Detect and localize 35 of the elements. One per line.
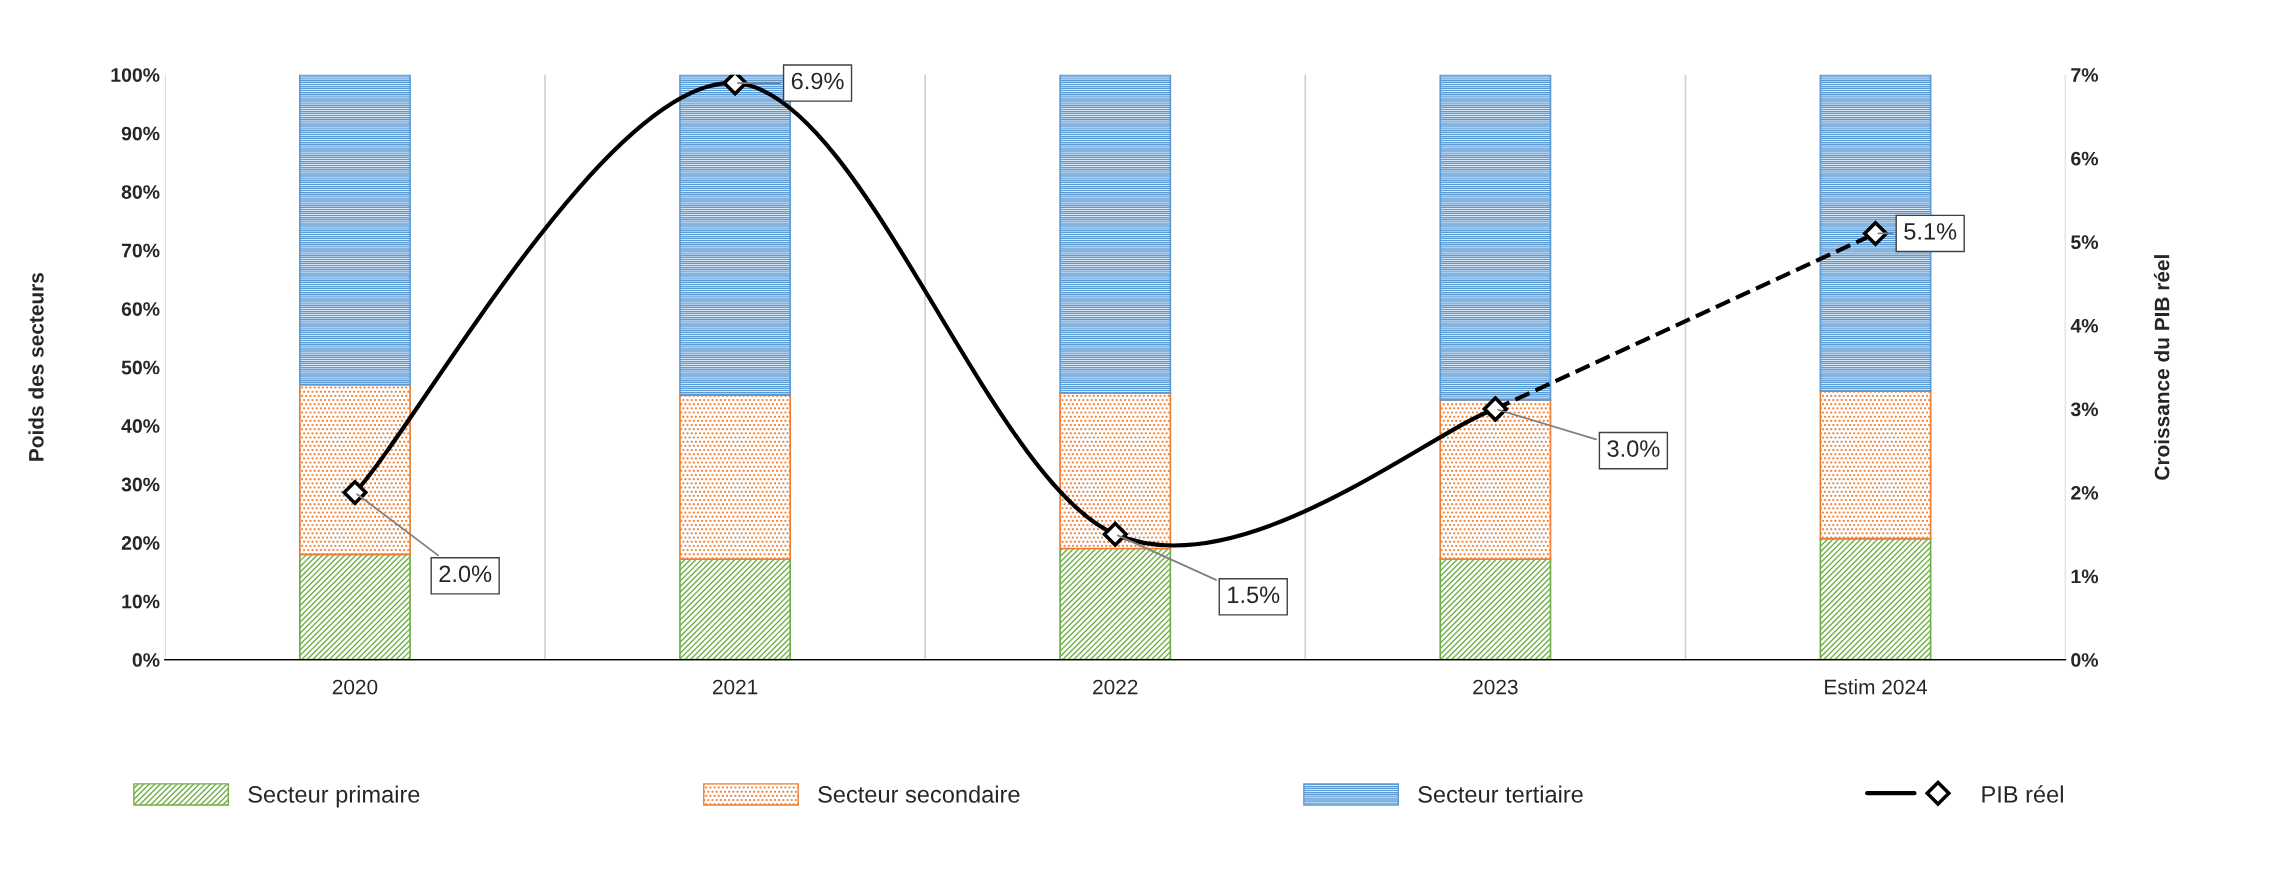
y-tick-label: 100%: [111, 68, 160, 82]
y2-tick-label: 2%: [2071, 485, 2099, 500]
y-tick-label: 70%: [121, 243, 160, 258]
y-tick-label: 30%: [121, 477, 160, 492]
x-tick-label: Estim 2024: [1825, 679, 1928, 695]
y-tick-label: 10%: [122, 594, 160, 609]
data-label: 6.9%: [791, 72, 844, 90]
data-label: 5.1%: [1904, 223, 1957, 240]
y-tick-label: 80%: [121, 185, 160, 199]
y-tick-label: 40%: [121, 419, 160, 433]
x-tick-label: 2020: [332, 679, 378, 695]
y-tick-label: 0%: [132, 653, 160, 667]
y2-tick-label: 5%: [2071, 235, 2099, 250]
y2-tick-label: 3%: [2070, 402, 2099, 417]
x-tick-label: 2023: [1473, 679, 1518, 695]
y2-tick-label: 0%: [2071, 653, 2099, 667]
legend-label: PIB réel: [1982, 785, 2063, 803]
y-tick-label: 20%: [121, 536, 160, 550]
y2-axis-title: Croissance du PIB réel: [2153, 255, 2170, 480]
y2-tick-label: 1%: [2071, 569, 2099, 584]
legend-label: Secteur tertiaire: [1418, 785, 1583, 803]
data-label: 2.0%: [439, 565, 492, 583]
y2-tick-label: 7%: [2071, 68, 2099, 82]
data-label: 3.0%: [1607, 440, 1660, 457]
y2-tick-label: 6%: [2071, 151, 2099, 166]
data-label: 1.5%: [1228, 586, 1280, 604]
x-tick-label: 2022: [1093, 679, 1138, 695]
y-tick-label: 90%: [121, 126, 160, 141]
y-axis-title: Poids des secteurs: [28, 273, 44, 461]
y-tick-label: 60%: [121, 302, 160, 316]
legend-label: Secteur secondaire: [818, 785, 1020, 803]
y-tick-label: 50%: [121, 360, 160, 375]
x-tick-label: 2021: [712, 679, 758, 695]
legend-label: Secteur primaire: [248, 785, 420, 808]
y2-tick-label: 4%: [2070, 318, 2099, 333]
